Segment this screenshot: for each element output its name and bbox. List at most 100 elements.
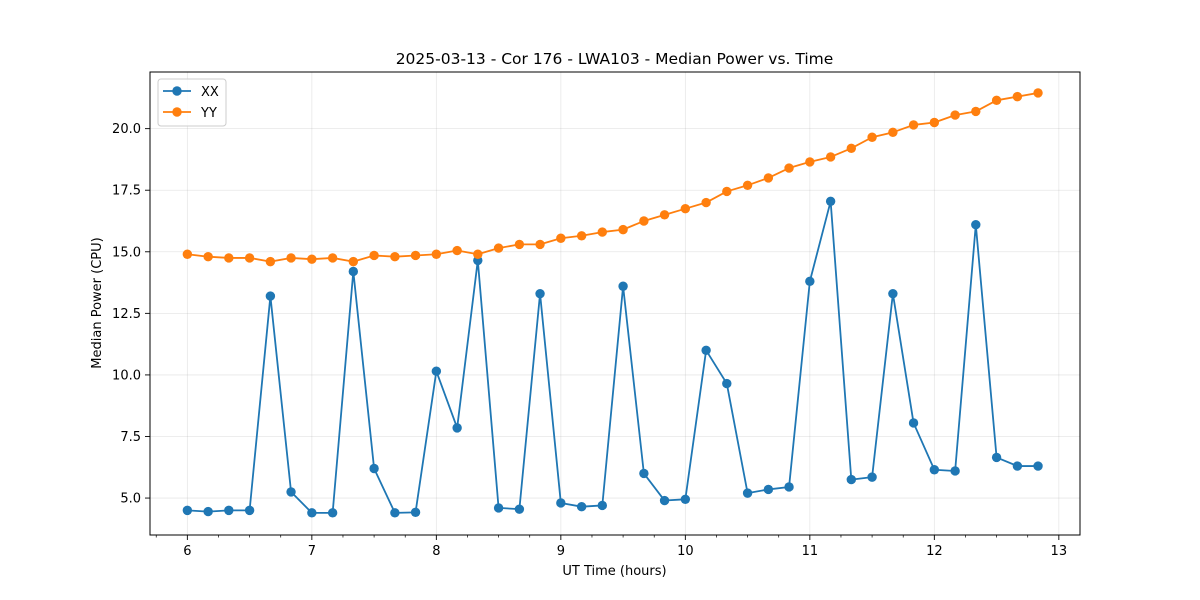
- data-point-yy: [286, 253, 296, 263]
- x-tick-label: 7: [308, 544, 316, 559]
- x-tick-label: 10: [677, 544, 694, 559]
- data-point-xx: [742, 488, 753, 498]
- data-point-xx: [327, 508, 338, 518]
- data-point-xx: [452, 423, 462, 433]
- data-point-xx: [929, 465, 940, 475]
- data-point-yy: [950, 110, 960, 120]
- data-point-xx: [825, 196, 836, 206]
- data-point-yy: [805, 157, 815, 167]
- data-point-xx: [390, 508, 400, 518]
- data-point-yy: [348, 256, 359, 267]
- data-point-yy: [846, 143, 856, 154]
- data-point-xx: [639, 468, 649, 479]
- data-point-yy: [182, 249, 193, 259]
- data-point-xx: [908, 418, 919, 428]
- x-tick-label: 6: [183, 544, 191, 559]
- x-axis: 6 7 8 9 10 11 12 13: [155, 535, 1068, 559]
- data-point-yy: [1033, 88, 1043, 98]
- data-point-xx: [182, 505, 193, 516]
- data-point-yy: [244, 253, 255, 263]
- data-point-yy: [825, 152, 836, 162]
- data-point-xx: [867, 472, 877, 482]
- data-point-xx: [244, 505, 255, 516]
- data-point-yy: [888, 127, 898, 138]
- data-point-yy: [369, 250, 379, 261]
- data-point-xx: [431, 366, 442, 376]
- data-point-xx: [991, 452, 1002, 463]
- data-point-yy: [556, 233, 566, 243]
- legend-marker-xx: [172, 86, 182, 96]
- data-point-yy: [307, 254, 317, 264]
- y-tick-label: 7.5: [120, 430, 141, 445]
- data-point-xx: [784, 482, 794, 492]
- data-point-yy: [908, 120, 919, 130]
- data-point-yy: [639, 216, 649, 226]
- series-xx: [182, 196, 1043, 518]
- data-point-xx: [846, 474, 856, 485]
- y-axis: 5.0 7.5 10.0 12.5 15.0 17.5 20.0: [112, 122, 150, 507]
- data-point-yy: [431, 249, 442, 259]
- data-point-xx: [763, 484, 774, 495]
- data-point-yy: [867, 132, 877, 142]
- data-point-yy: [265, 256, 276, 267]
- data-point-xx: [556, 498, 566, 508]
- x-axis-label: UT Time (hours): [562, 564, 666, 579]
- data-point-yy: [971, 106, 981, 117]
- data-point-yy: [452, 245, 462, 256]
- data-point-xx: [348, 266, 359, 277]
- data-point-xx: [224, 505, 234, 516]
- data-point-xx: [1012, 461, 1023, 471]
- data-point-xx: [722, 378, 732, 389]
- data-point-xx: [286, 487, 296, 497]
- data-point-yy: [763, 173, 774, 183]
- data-point-yy: [742, 180, 753, 190]
- plot-frame: [149, 71, 1081, 536]
- data-point-xx: [410, 507, 421, 518]
- y-tick-label: 5.0: [120, 492, 141, 507]
- y-tick-label: 17.5: [112, 184, 141, 199]
- legend: XX YY: [157, 78, 227, 127]
- data-point-yy: [680, 203, 691, 214]
- data-point-xx: [535, 288, 545, 299]
- x-tick-label: 11: [802, 544, 819, 559]
- data-point-yy: [473, 249, 483, 259]
- y-tick-label: 15.0: [112, 245, 141, 260]
- data-point-yy: [929, 117, 940, 128]
- data-point-yy: [722, 186, 732, 197]
- data-point-xx: [701, 345, 711, 355]
- data-point-yy: [327, 253, 338, 263]
- data-point-xx: [576, 501, 587, 512]
- data-point-yy: [576, 231, 587, 241]
- y-axis-label: Median Power (CPU): [90, 237, 105, 368]
- x-tick-label: 8: [432, 544, 440, 559]
- data-point-xx: [307, 508, 317, 518]
- data-point-xx: [971, 219, 981, 230]
- data-point-yy: [535, 239, 545, 250]
- data-point-yy: [203, 252, 213, 262]
- data-point-yy: [659, 210, 670, 220]
- data-point-yy: [991, 95, 1002, 106]
- data-point-yy: [493, 243, 504, 253]
- data-point-yy: [410, 250, 421, 261]
- x-tick-label: 9: [557, 544, 565, 559]
- data-point-xx: [680, 494, 691, 504]
- y-tick-label: 20.0: [112, 122, 141, 137]
- data-point-xx: [493, 503, 504, 513]
- data-point-xx: [888, 288, 898, 299]
- legend-marker-yy: [172, 107, 182, 117]
- chart-title: 2025-03-13 - Cor 176 - LWA103 - Median P…: [396, 50, 834, 68]
- data-point-xx: [1033, 461, 1043, 471]
- data-point-yy: [390, 252, 400, 262]
- data-point-yy: [618, 224, 628, 235]
- x-tick-label: 13: [1051, 544, 1068, 559]
- data-point-xx: [369, 463, 379, 474]
- legend-label-xx: XX: [201, 85, 219, 100]
- data-point-yy: [514, 239, 525, 250]
- series-layer: [182, 88, 1043, 518]
- y-tick-label: 10.0: [112, 368, 141, 383]
- data-point-xx: [618, 281, 628, 291]
- data-point-xx: [597, 500, 607, 511]
- data-point-xx: [659, 495, 670, 506]
- y-tick-label: 12.5: [112, 307, 141, 322]
